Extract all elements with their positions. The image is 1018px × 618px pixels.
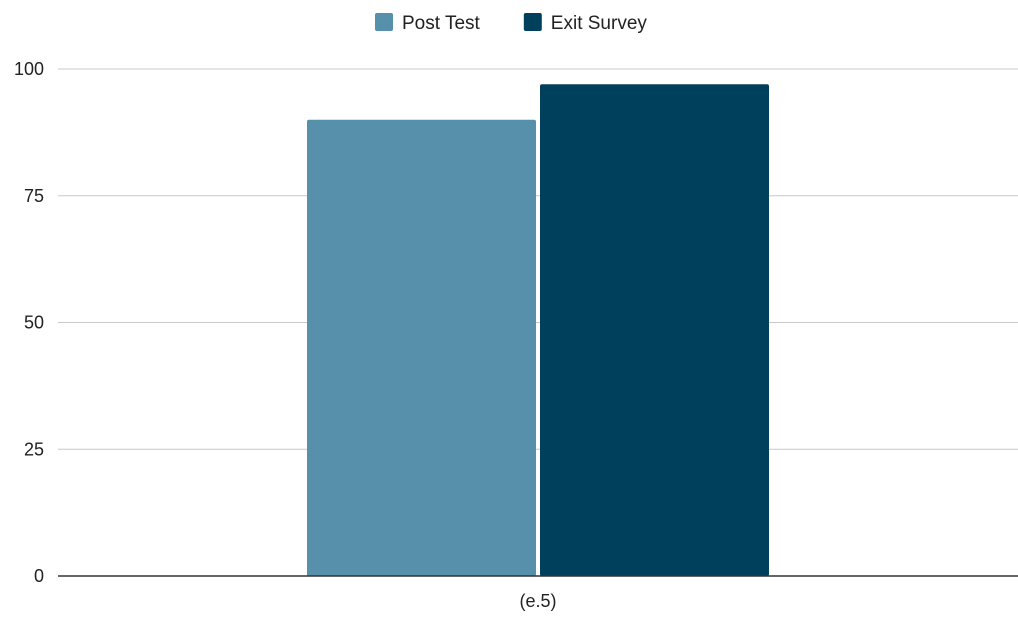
bars-group: [307, 84, 769, 577]
chart-legend: Post Test Exit Survey: [375, 13, 647, 34]
y-tick-label: 75: [24, 186, 44, 206]
y-tick-label: 25: [24, 439, 44, 459]
gridlines: [58, 68, 1018, 450]
bar-exit-survey: [540, 84, 769, 577]
y-tick-label: 50: [24, 313, 44, 333]
y-axis-ticks: 0 25 50 75 100: [14, 59, 44, 586]
legend-label: Post Test: [402, 13, 481, 34]
x-axis-ticks: (e.5): [519, 591, 556, 611]
bar-post-test: [307, 119, 536, 576]
y-tick-label: 100: [14, 59, 44, 79]
legend-item-post-test: Post Test: [375, 13, 481, 34]
x-tick-label: (e.5): [519, 591, 556, 611]
legend-swatch: [523, 13, 542, 31]
legend-label: Exit Survey: [551, 13, 648, 34]
y-tick-label: 0: [34, 566, 44, 586]
legend-item-exit-survey: Exit Survey: [523, 13, 648, 34]
legend-swatch: [375, 13, 393, 31]
